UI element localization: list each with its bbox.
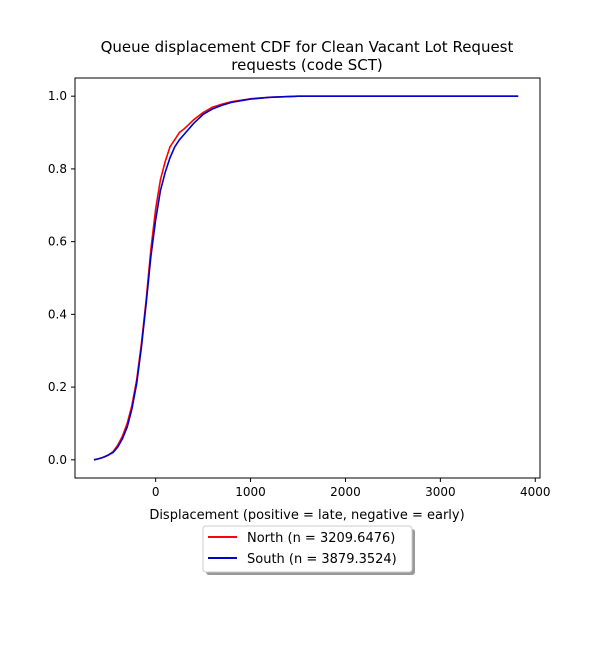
x-tick-label: 4000	[520, 485, 551, 499]
y-axis-ticks: 0.0 0.2 0.4 0.6 0.8 1.0	[48, 89, 75, 467]
legend-label-north: North (n = 3209.6476)	[247, 531, 395, 546]
y-tick-label: 0.4	[48, 307, 67, 321]
legend: North (n = 3209.6476) South (n = 3879.35…	[202, 525, 415, 575]
chart-title-line: requests (code SCT)	[231, 56, 382, 74]
x-tick-label: 0	[152, 485, 160, 499]
x-tick-label: 1000	[235, 485, 266, 499]
y-tick-label: 0.6	[48, 235, 67, 249]
legend-box	[202, 525, 413, 573]
x-tick-label: 3000	[425, 485, 456, 499]
y-tick-label: 0.8	[48, 162, 67, 176]
series-layer	[93, 95, 519, 461]
x-tick-label: 2000	[330, 485, 361, 499]
y-tick-label: 0.2	[48, 380, 67, 394]
chart-title-line: Queue displacement CDF for Clean Vacant …	[101, 38, 514, 56]
series-line-south	[93, 95, 519, 461]
x-axis-label: Displacement (positive = late, negative …	[149, 508, 464, 523]
y-tick-label: 0.0	[48, 453, 67, 467]
y-tick-label: 1.0	[48, 89, 67, 103]
x-axis-ticks: 0 1000 2000 3000 4000	[152, 478, 551, 499]
chart-title: Queue displacement CDF for Clean Vacant …	[101, 38, 514, 74]
plot-frame	[74, 77, 541, 479]
legend-label-south: South (n = 3879.3524)	[247, 552, 397, 567]
